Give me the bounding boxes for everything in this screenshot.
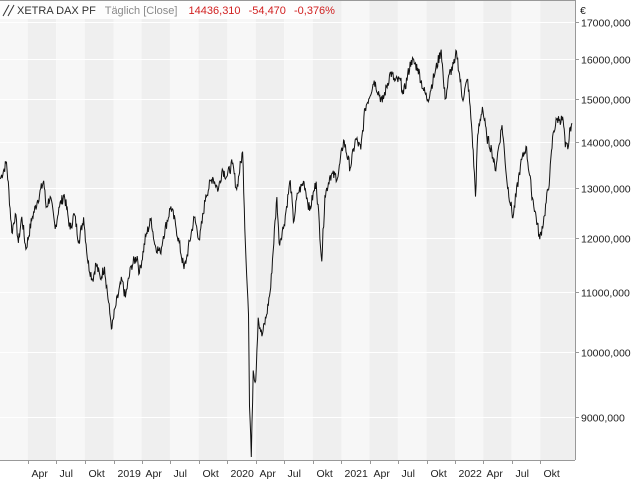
x-tick-label: Apr: [32, 468, 49, 480]
x-tick-label: Okt: [317, 468, 333, 480]
instrument-name: XETRA DAX PF: [17, 5, 96, 17]
period-band: [84, 0, 114, 460]
svg-text:XETRA DAX PF Täglich [Clos: XETRA DAX PF Täglich [Close] 14436,310 -…: [17, 5, 335, 17]
x-tick-label: 2021: [345, 468, 369, 480]
x-tick-label: 2020: [231, 468, 255, 480]
header-background: [0, 1, 320, 19]
x-tick-label: Apr: [374, 468, 391, 480]
series-line: [0, 49, 573, 458]
price-change-percent: -0,376%: [294, 5, 335, 17]
x-tick-label: 2022: [459, 468, 483, 480]
period-band: [113, 0, 142, 460]
last-price: 14436,310: [189, 5, 241, 17]
x-tick-label: Okt: [89, 468, 105, 480]
x-tick-label: Okt: [203, 468, 219, 480]
period-bands: [0, 0, 575, 460]
period-band: [227, 0, 256, 460]
x-tick-label: Jul: [402, 468, 415, 480]
period-band: [284, 0, 313, 460]
y-tick-label: 14000,000: [581, 138, 631, 150]
price-change: -54,470: [249, 5, 286, 17]
price-mode: Täglich [Close]: [105, 5, 178, 17]
x-tick-label: Okt: [544, 468, 560, 480]
period-band: [397, 0, 427, 460]
period-band: [511, 0, 541, 460]
currency-label: €: [580, 5, 586, 17]
period-band: [483, 0, 512, 460]
period-band: [540, 0, 575, 460]
y-tick-label: 12000,000: [581, 234, 631, 246]
x-tick-label: Jul: [174, 468, 187, 480]
period-band: [312, 0, 342, 460]
x-tick-label: Jul: [60, 468, 73, 480]
x-axis-ticks: Apr Jul Okt 2019 Apr Jul Okt 2020 Apr Jul Okt 2021 A…: [32, 468, 560, 480]
y-tick-label: 11000,000: [581, 288, 630, 300]
period-band: [198, 0, 228, 460]
period-band: [255, 0, 285, 460]
x-tick-label: Apr: [260, 468, 277, 480]
header-logo-icon: [2, 4, 15, 17]
period-band: [426, 0, 456, 460]
horizontal-gridlines: [0, 22, 575, 418]
x-tick-label: Okt: [431, 468, 447, 480]
x-tick-label: Jul: [288, 468, 301, 480]
x-tick-label: Apr: [487, 468, 504, 480]
y-tick-label: 13000,000: [581, 184, 631, 196]
y-tick-label: 10000,000: [581, 348, 631, 360]
x-tick-label: Jul: [516, 468, 529, 480]
period-band: [27, 0, 57, 460]
period-band: [455, 0, 484, 460]
x-tick-label: 2019: [118, 468, 142, 480]
period-band: [141, 0, 170, 460]
y-tick-label: 15000,000: [581, 95, 631, 107]
period-band: [341, 0, 370, 460]
y-axis-ticks: 9000,000 10000,000 11000,000 12000,000 13000…: [575, 18, 631, 425]
y-tick-label: 9000,000: [581, 413, 625, 425]
x-tick-label: Apr: [146, 468, 163, 480]
y-tick-label: 17000,000: [581, 18, 631, 30]
period-band: [0, 0, 28, 460]
period-band: [169, 0, 199, 460]
y-tick-label: 16000,000: [581, 55, 631, 67]
period-band: [369, 0, 398, 460]
